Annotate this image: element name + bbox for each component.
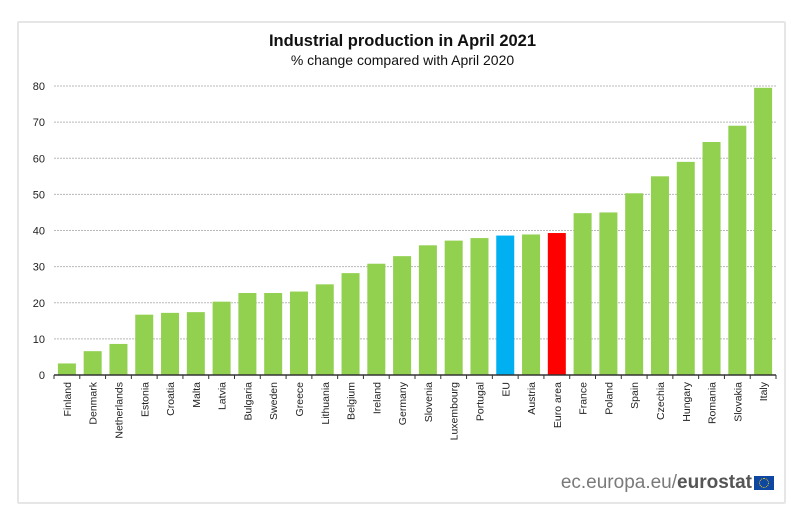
bar-latvia bbox=[212, 301, 231, 375]
bar-hungary bbox=[676, 161, 695, 375]
bar-ireland bbox=[367, 263, 386, 375]
x-tick-label: Luxembourg bbox=[449, 382, 461, 441]
bar-estonia bbox=[135, 314, 154, 375]
y-axis-ticks: 0 10 20 30 40 50 60 70 80 bbox=[33, 81, 45, 382]
x-tick-label: Germany bbox=[397, 381, 409, 425]
y-tick-label: 80 bbox=[33, 81, 45, 93]
eu-flag-icon bbox=[754, 476, 774, 490]
x-tick-label: Hungary bbox=[681, 381, 693, 421]
x-tick-label: Latvia bbox=[217, 382, 229, 410]
bar-malta bbox=[186, 312, 205, 375]
y-tick-label: 70 bbox=[33, 117, 45, 129]
x-tick-label: Italy bbox=[758, 381, 770, 401]
bar-finland bbox=[57, 363, 76, 375]
x-tick-label: Netherlands bbox=[113, 382, 125, 439]
x-tick-label: Croatia bbox=[165, 382, 177, 416]
bar-france bbox=[573, 213, 592, 375]
bar-netherlands bbox=[109, 343, 128, 375]
x-tick-label: Czechia bbox=[655, 382, 667, 420]
bar-portugal bbox=[470, 238, 489, 375]
bar-lithuania bbox=[315, 284, 334, 375]
bar-slovenia bbox=[418, 245, 437, 375]
y-tick-label: 40 bbox=[33, 226, 45, 238]
source-brand: eurostat bbox=[677, 472, 752, 493]
bar-poland bbox=[599, 212, 618, 375]
x-tick-label: France bbox=[578, 382, 590, 415]
x-tick-label: Euro area bbox=[552, 382, 564, 428]
x-tick-label: EU bbox=[500, 382, 512, 397]
bar-czechia bbox=[650, 176, 669, 375]
x-tick-label: Estonia bbox=[139, 382, 151, 417]
bar-austria bbox=[522, 234, 541, 375]
bar-bulgaria bbox=[238, 292, 257, 375]
source-prefix: ec.europa.eu/ bbox=[560, 472, 678, 493]
x-tick-label: Malta bbox=[191, 382, 203, 408]
chart-subtitle: % change compared with April 2020 bbox=[290, 52, 515, 68]
y-tick-label: 50 bbox=[33, 189, 45, 201]
x-axis bbox=[53, 374, 777, 379]
x-tick-label: Spain bbox=[629, 382, 641, 409]
x-tick-label: Belgium bbox=[346, 382, 358, 420]
x-tick-label: Ireland bbox=[371, 382, 383, 414]
bar-greece bbox=[289, 291, 308, 375]
source-footer: ec.europa.eu/eurostat bbox=[561, 472, 774, 494]
bar-romania bbox=[702, 141, 721, 375]
x-tick-label: Denmark bbox=[88, 381, 100, 424]
x-tick-label: Austria bbox=[526, 382, 538, 415]
bar-denmark bbox=[83, 351, 102, 375]
x-tick-label: Bulgaria bbox=[242, 382, 254, 421]
bar-euro-area bbox=[547, 233, 566, 375]
x-tick-label: Sweden bbox=[268, 382, 280, 420]
bar-luxembourg bbox=[444, 240, 463, 375]
bar-slovakia bbox=[728, 125, 747, 375]
chart-title: Industrial production in April 2021 bbox=[268, 32, 537, 50]
x-axis-labels: Finland Denmark Netherlands Estonia Croatia M… bbox=[62, 381, 770, 440]
bar-spain bbox=[625, 193, 644, 375]
bar-italy bbox=[754, 87, 773, 376]
bar-germany bbox=[393, 256, 412, 375]
bar-sweden bbox=[264, 292, 283, 375]
x-tick-label: Romania bbox=[707, 382, 719, 424]
x-tick-label: Slovakia bbox=[732, 382, 744, 422]
x-tick-label: Lithuania bbox=[320, 382, 332, 425]
x-tick-label: Poland bbox=[603, 382, 615, 415]
y-tick-label: 0 bbox=[39, 370, 45, 382]
bar-croatia bbox=[161, 312, 180, 375]
bars bbox=[57, 87, 773, 376]
x-tick-label: Portugal bbox=[474, 382, 486, 421]
y-tick-label: 10 bbox=[33, 334, 45, 346]
x-tick-label: Finland bbox=[62, 382, 74, 417]
bar-eu bbox=[496, 235, 515, 375]
x-tick-label: Greece bbox=[294, 382, 306, 417]
bar-belgium bbox=[341, 273, 360, 375]
y-tick-label: 30 bbox=[33, 262, 45, 274]
y-tick-label: 20 bbox=[33, 298, 45, 310]
x-tick-label: Slovenia bbox=[423, 382, 435, 422]
y-tick-label: 60 bbox=[33, 153, 45, 165]
